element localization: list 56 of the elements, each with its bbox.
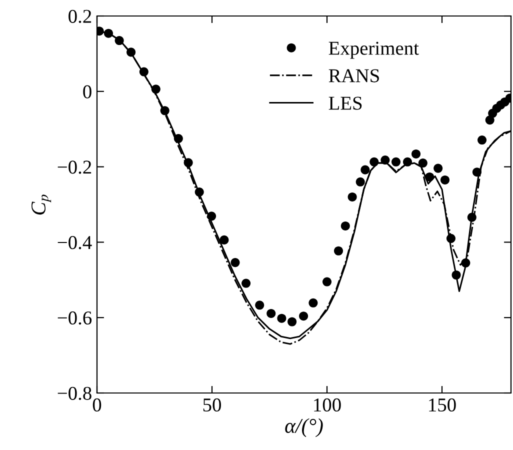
- point: [472, 168, 482, 177]
- point: [356, 177, 365, 186]
- point: [440, 175, 450, 185]
- legend-label: RANS: [328, 69, 379, 82]
- point: [446, 234, 456, 243]
- y-tick-label: −0.8: [58, 386, 92, 400]
- point: [160, 106, 170, 116]
- point: [434, 164, 443, 173]
- point: [255, 300, 264, 310]
- point: [288, 317, 297, 326]
- point: [418, 158, 428, 168]
- x-axis-title: α/(°): [285, 418, 323, 438]
- point: [207, 212, 216, 221]
- y-axis-title: C$_{p}$: [32, 194, 52, 215]
- y-tick-label: −0.6: [58, 311, 92, 325]
- point: [391, 157, 401, 166]
- point: [174, 134, 183, 144]
- point: [114, 36, 124, 46]
- y-tick-label: −0.2: [58, 160, 92, 174]
- legend-label: LES: [328, 96, 362, 110]
- x-tick-label: 0: [92, 398, 102, 412]
- y-tick-label: −0.4: [58, 236, 92, 250]
- point: [461, 258, 470, 268]
- point: [308, 298, 318, 308]
- point: [322, 277, 332, 286]
- x-tick-label: 150: [429, 398, 456, 412]
- point: [184, 158, 193, 168]
- point: [104, 28, 114, 38]
- point: [151, 84, 160, 94]
- y-tick-label: 0.2: [68, 10, 92, 24]
- point: [402, 157, 412, 166]
- point: [478, 136, 487, 145]
- x-tick-label: 100: [314, 398, 341, 412]
- point: [334, 246, 344, 256]
- point: [425, 172, 434, 182]
- point: [380, 156, 390, 165]
- point: [220, 235, 229, 244]
- legend-label: Experiment: [328, 42, 419, 59]
- point: [194, 188, 204, 197]
- x-tick-label: 50: [203, 398, 221, 412]
- point: [467, 212, 476, 222]
- point: [360, 165, 370, 174]
- point: [485, 116, 494, 125]
- point: [411, 149, 421, 158]
- point: [370, 157, 379, 166]
- point: [277, 314, 286, 323]
- point: [299, 312, 308, 321]
- point: [230, 258, 240, 268]
- point: [126, 48, 136, 57]
- point: [266, 308, 276, 318]
- y-tick-label: 0: [83, 85, 92, 98]
- point: [340, 221, 350, 231]
- point: [139, 67, 148, 76]
- point: [452, 270, 461, 280]
- point: [242, 278, 251, 288]
- point: [348, 192, 357, 202]
